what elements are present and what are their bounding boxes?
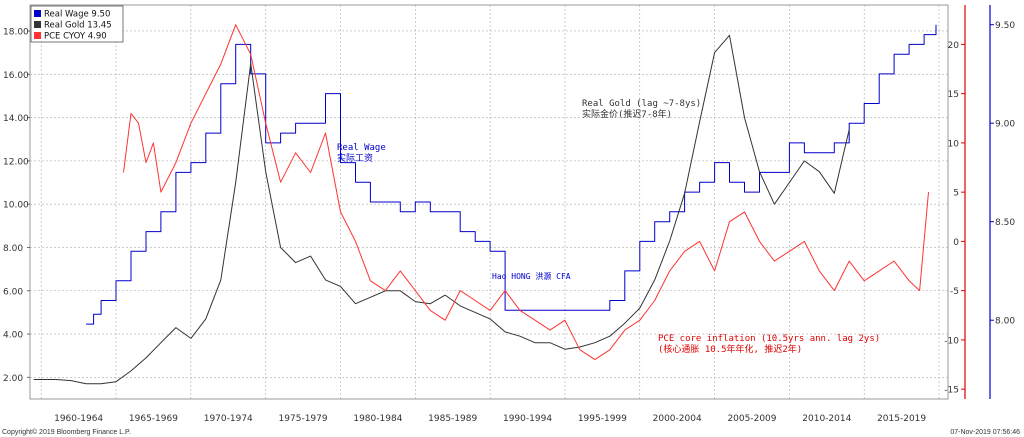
annotation-text: (核心通胀 10.5年年化, 推迟2年) <box>658 343 802 355</box>
x-axis: 1960-1964 1965-1969 1970-1974 1975-1979 1980… <box>54 414 926 424</box>
series-line-pce-cyoy <box>123 24 929 361</box>
x-tick-label: 2000-2004 <box>653 414 702 424</box>
right-y-tick-label-pce: 10 <box>948 139 960 149</box>
legend-box <box>30 5 124 43</box>
annotation-text: PCE core inflation (10.5yrs ann. lag 2ys… <box>658 334 880 344</box>
left-y-tick-label: 16.00 <box>3 71 29 81</box>
left-y-tick-label: 14.00 <box>3 114 29 124</box>
timestamp-text: 07-Nov-2019 07:56:46 <box>950 429 1020 436</box>
left-y-axis: 2.00 4.00 6.00 8.00 10.00 12.00 14.00 16.00 18.0… <box>3 27 30 384</box>
right-y-tick-label-pce: 20 <box>948 41 960 51</box>
right-y-axis-pce: -15 -10 -5 0 5 10 15 20 <box>944 5 966 399</box>
left-y-tick-label: 4.00 <box>3 331 23 341</box>
x-tick-label: 2015-2019 <box>877 414 926 424</box>
gridlines <box>30 5 948 399</box>
legend-swatch <box>34 32 41 39</box>
x-tick-label: 1980-1984 <box>353 414 402 424</box>
x-tick-label: 2010-2014 <box>802 414 851 424</box>
legend-label: PCE CYOY 4.90 <box>44 32 107 42</box>
right-y-axis-wage: 8.00 8.50 9.00 9.50 <box>989 5 1015 399</box>
right-y-tick-label-wage: 9.50 <box>995 21 1015 31</box>
right-y-tick-label-wage: 8.00 <box>995 317 1015 327</box>
annotation-text: Real Wage <box>337 143 386 153</box>
right-y-tick-label-pce: -5 <box>950 287 959 297</box>
series-line-real-wage <box>86 24 937 325</box>
x-tick-label: 1970-1974 <box>204 414 253 424</box>
left-y-tick-label: 2.00 <box>3 374 23 384</box>
x-tick-label: 1990-1994 <box>503 414 552 424</box>
left-y-tick-label: 18.00 <box>3 27 29 37</box>
annotation-text: 实际工资 <box>337 152 373 164</box>
x-tick-label: 1975-1979 <box>279 414 328 424</box>
right-y-tick-label-pce: 0 <box>953 238 959 248</box>
legend-swatch <box>34 10 41 17</box>
legend-swatch <box>34 21 41 28</box>
copyright-text: Copyright© 2019 Bloomberg Finance L.P. <box>2 429 131 436</box>
x-tick-label: 2005-2009 <box>727 414 776 424</box>
x-tick-label: 1985-1989 <box>428 414 477 424</box>
series-lines <box>33 24 937 385</box>
annotation-text: Hao HONG 洪灏 CFA <box>492 271 571 281</box>
right-y-tick-label-pce: -10 <box>944 336 959 346</box>
legend-label: Real Gold 13.45 <box>44 21 112 31</box>
right-y-tick-label-pce: -15 <box>944 386 959 396</box>
right-y-tick-label-wage: 8.50 <box>995 218 1015 228</box>
legend-label: Real Wage 9.50 <box>44 10 110 20</box>
x-tick-label: 1965-1969 <box>129 414 178 424</box>
left-y-tick-label: 12.00 <box>3 157 29 167</box>
x-tick-label: 1995-1999 <box>578 414 627 424</box>
annotation-text: Real Gold (lag ~7-8ys) <box>582 99 701 109</box>
plot-area <box>29 4 949 400</box>
left-y-tick-label: 8.00 <box>3 244 23 254</box>
right-y-tick-label-pce: 5 <box>953 189 959 199</box>
series-line-real-gold <box>33 34 850 385</box>
left-y-tick-label: 6.00 <box>3 287 23 297</box>
right-y-tick-label-pce: 15 <box>948 90 959 100</box>
annotation-text: 实际金价(推迟7-8年) <box>582 108 672 120</box>
left-y-tick-label: 10.00 <box>3 201 29 211</box>
right-y-tick-label-wage: 9.00 <box>995 120 1015 130</box>
x-tick-label: 1960-1964 <box>54 414 103 424</box>
